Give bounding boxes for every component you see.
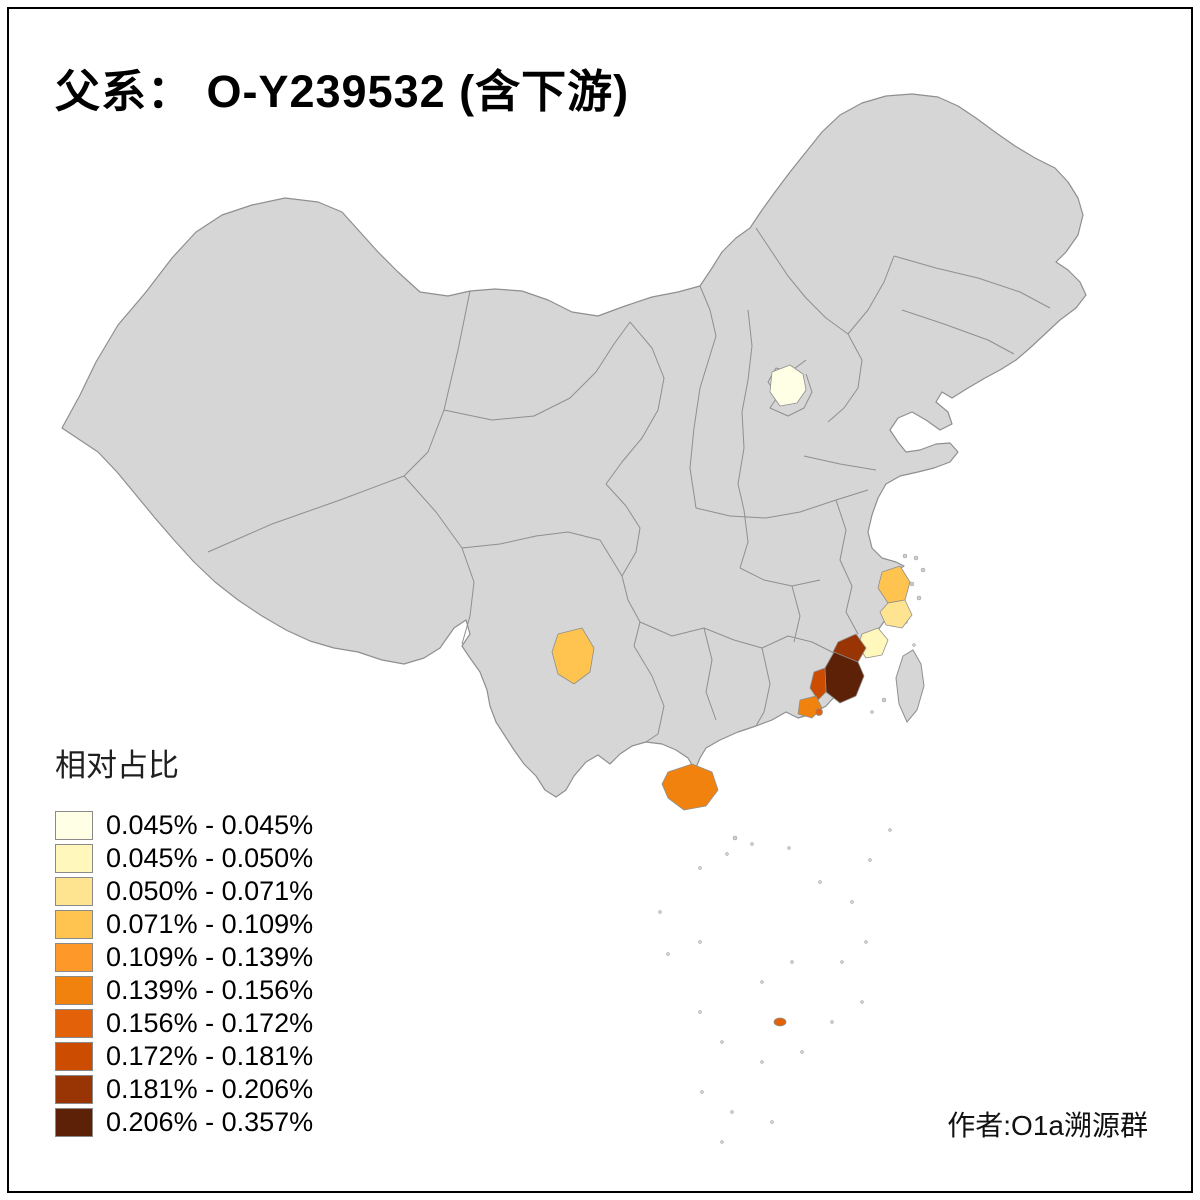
legend-swatch <box>55 844 93 873</box>
legend-label: 0.045% - 0.050% <box>106 843 314 873</box>
legend-label: 0.071% - 0.109% <box>106 909 314 939</box>
legend-swatch <box>55 910 93 939</box>
legend-label: 0.050% - 0.071% <box>106 876 314 906</box>
legend-label: 0.206% - 0.357% <box>106 1107 314 1137</box>
legend-title: 相对占比 <box>55 748 179 783</box>
legend: 相对占比 0.045% - 0.045% 0.045% - 0.050% 0.0… <box>55 740 313 1139</box>
legend-row: 0.045% - 0.045% <box>55 809 313 842</box>
legend-row: 0.181% - 0.206% <box>55 1073 313 1106</box>
region-hainan <box>661 763 719 811</box>
region-north-china <box>769 364 807 407</box>
legend-row: 0.071% - 0.109% <box>55 908 313 941</box>
legend-label: 0.172% - 0.181% <box>106 1041 314 1071</box>
highlight-regions <box>551 364 913 1027</box>
page-title: 父系： O-Y239532 (含下游) <box>55 66 630 117</box>
mainland-china <box>61 93 1087 798</box>
legend-row: 0.172% - 0.181% <box>55 1040 313 1073</box>
legend-row: 0.156% - 0.172% <box>55 1007 313 1040</box>
legend-swatch <box>55 1009 93 1038</box>
legend-row: 0.050% - 0.071% <box>55 875 313 908</box>
region-south-sea-island <box>773 1017 787 1027</box>
legend-swatch <box>55 976 93 1005</box>
legend-row: 0.045% - 0.050% <box>55 842 313 875</box>
legend-swatch <box>55 811 93 840</box>
legend-row: 0.109% - 0.139% <box>55 941 313 974</box>
taiwan-island <box>895 649 925 723</box>
region-fujian-southwest <box>809 667 827 701</box>
region-zhejiang-south <box>879 599 913 629</box>
province-borders <box>207 227 1051 743</box>
legend-swatch <box>55 1075 93 1104</box>
legend-row: 0.206% - 0.357% <box>55 1106 313 1139</box>
legend-label: 0.045% - 0.045% <box>106 810 314 840</box>
legend-swatch <box>55 943 93 972</box>
region-yunnan <box>551 627 595 685</box>
legend-label: 0.156% - 0.172% <box>106 1008 314 1038</box>
legend-items: 0.045% - 0.045% 0.045% - 0.050% 0.050% -… <box>55 809 313 1139</box>
legend-label: 0.139% - 0.156% <box>106 975 314 1005</box>
legend-swatch <box>55 1042 93 1071</box>
legend-label: 0.181% - 0.206% <box>106 1074 314 1104</box>
author-credit: 作者:O1a溯源群 <box>947 1110 1148 1141</box>
legend-swatch <box>55 877 93 906</box>
region-east-guangdong-small <box>815 708 823 716</box>
legend-swatch <box>55 1108 93 1137</box>
legend-row: 0.139% - 0.156% <box>55 974 313 1007</box>
legend-label: 0.109% - 0.139% <box>106 942 314 972</box>
